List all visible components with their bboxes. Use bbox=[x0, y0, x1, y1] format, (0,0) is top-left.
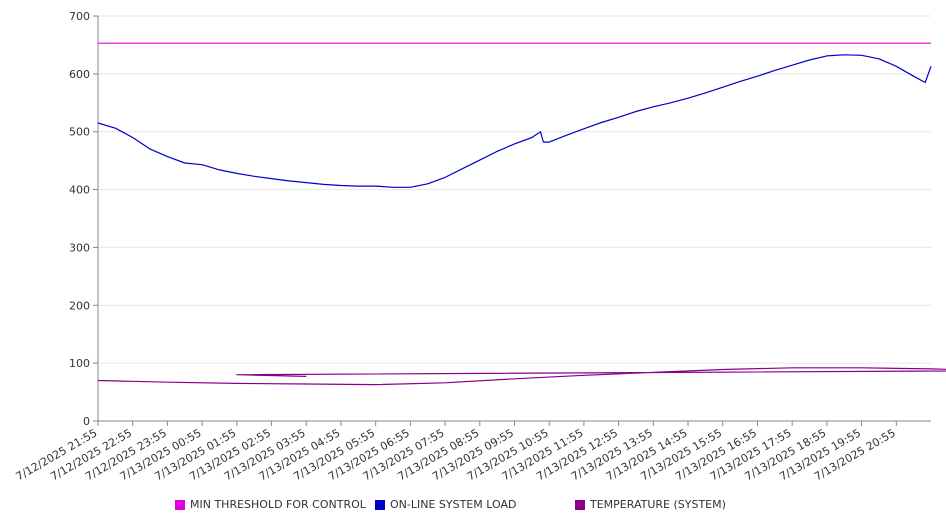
legend-swatch-icon bbox=[175, 499, 185, 510]
y-tick-labels: 0 100 200 300 400 500 600 700 bbox=[69, 10, 90, 428]
series-layer bbox=[97, 42, 946, 386]
legend-label: MIN THRESHOLD FOR CONTROL bbox=[190, 498, 366, 511]
y-tick-label: 200 bbox=[69, 299, 90, 312]
legend-label: TEMPERATURE (SYSTEM) bbox=[590, 498, 726, 511]
chart-legend: MIN THRESHOLD FOR CONTROL ON-LINE SYSTEM… bbox=[0, 498, 946, 514]
y-tick-label: 300 bbox=[69, 241, 90, 254]
x-tick-labels: 7/12/2025 21:557/12/2025 22:557/12/2025 … bbox=[14, 426, 898, 483]
grid-lines bbox=[98, 15, 931, 364]
y-tick-label: 0 bbox=[83, 415, 90, 428]
legend-swatch-icon bbox=[575, 499, 585, 510]
legend-swatch-icon bbox=[375, 499, 385, 510]
y-tick-label: 400 bbox=[69, 184, 90, 197]
legend-item-system-load[interactable]: ON-LINE SYSTEM LOAD bbox=[375, 498, 516, 511]
y-tick-label: 100 bbox=[69, 357, 90, 370]
axes bbox=[93, 15, 931, 426]
legend-label: ON-LINE SYSTEM LOAD bbox=[390, 498, 517, 511]
legend-item-temperature[interactable]: TEMPERATURE (SYSTEM) bbox=[575, 498, 726, 511]
y-tick-label: 500 bbox=[69, 126, 90, 139]
series-line-on-line-system-load bbox=[97, 54, 932, 188]
y-tick-label: 600 bbox=[69, 68, 90, 81]
y-tick-label: 700 bbox=[69, 10, 90, 23]
legend-item-min-threshold[interactable]: MIN THRESHOLD FOR CONTROL bbox=[175, 498, 366, 511]
series-line-temperature-system bbox=[97, 367, 946, 386]
